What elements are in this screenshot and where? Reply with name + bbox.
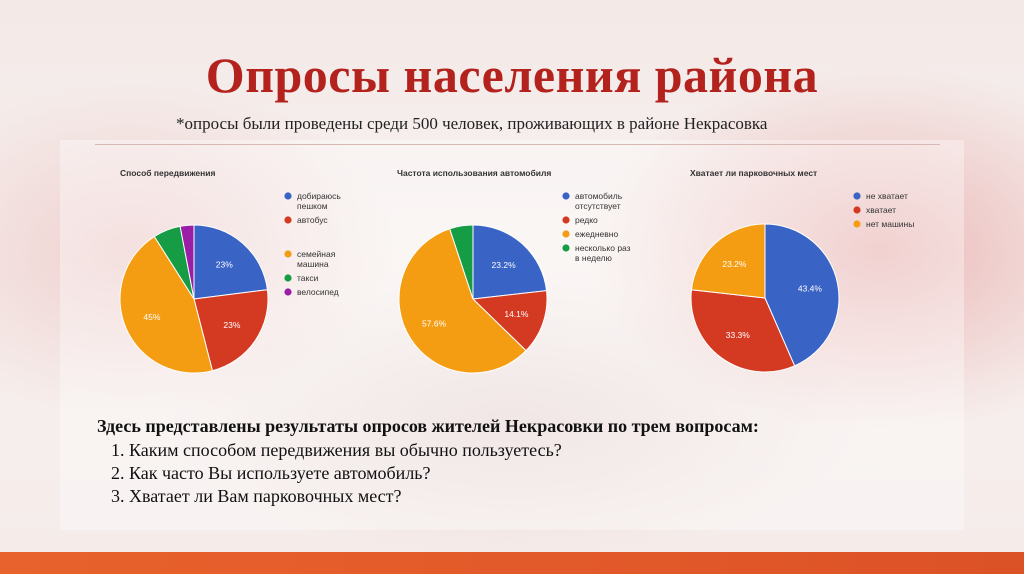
legend-marker	[284, 216, 292, 224]
question-item: Каким способом передвижения вы обычно по…	[129, 439, 977, 462]
legend-marker	[562, 230, 570, 238]
chart-title: Хватает ли парковочных мест	[690, 168, 817, 178]
divider	[95, 144, 940, 145]
pie-slice	[449, 224, 474, 300]
legend-marker	[562, 244, 570, 252]
legend-label: хватает	[866, 205, 896, 215]
pie-slice	[179, 224, 195, 300]
legend-label: семейная	[297, 249, 336, 259]
legend-marker	[284, 288, 292, 296]
pie-slice	[471, 290, 548, 352]
legend-label: нет машины	[866, 219, 914, 229]
legend-marker	[284, 192, 292, 200]
pie-chart-3: Хватает ли парковочных мест 43.4% 33.3% 23.…	[690, 168, 914, 373]
slice-label: 14.1%	[504, 309, 529, 319]
legend-marker	[853, 192, 861, 200]
slice-label: 33.3%	[726, 330, 751, 340]
pie-slice	[472, 224, 548, 300]
slice-label: 23%	[216, 260, 233, 270]
legend-label: автобус	[297, 215, 328, 225]
legend-label: пешком	[297, 201, 328, 211]
bottom-accent-bar	[0, 552, 1024, 574]
slice-label: 45%	[143, 312, 160, 322]
legend-marker	[284, 250, 292, 258]
legend-marker	[284, 274, 292, 282]
pie-slice	[193, 224, 268, 300]
slice-label: 43.4%	[798, 284, 823, 294]
legend-label: велосипед	[297, 287, 339, 297]
pie-chart-1: Способ передвижения 23% 23% 45% добираюсьпеш…	[119, 168, 341, 374]
legend-label: добираюсь	[297, 191, 341, 201]
slide-title: Опросы населения района	[205, 47, 819, 103]
legend-marker	[562, 216, 570, 224]
slice-label: 23.2%	[722, 259, 747, 269]
legend-label: такси	[297, 273, 319, 283]
slice-label: 23%	[223, 320, 240, 330]
legend-label: автомобиль	[575, 191, 623, 201]
pie-slice	[690, 289, 796, 373]
legend-label: в неделю	[575, 253, 612, 263]
legend-label: машина	[297, 259, 329, 269]
description-heading: Здесь представлены результаты опросов жи…	[97, 416, 759, 436]
slice-label: 23.2%	[492, 260, 517, 270]
question-item: Хватает ли Вам парковочных мест?	[129, 485, 977, 508]
pie-slice	[690, 223, 766, 299]
legend-label: несколько раз	[575, 243, 631, 253]
slice-label: 57.6%	[422, 318, 447, 328]
legend-label: не хватает	[866, 191, 908, 201]
survey-description: Здесь представлены результаты опросов жи…	[97, 416, 977, 508]
legend-marker	[853, 220, 861, 228]
pie-slice	[119, 235, 214, 374]
chart-title: Способ передвижения	[120, 168, 216, 178]
pie-slice	[398, 228, 527, 374]
legend-marker	[562, 192, 570, 200]
question-item: Как часто Вы используете автомобиль?	[129, 462, 977, 485]
legend-label: ежедневно	[575, 229, 618, 239]
pie-slice	[193, 289, 269, 372]
pie-slice	[764, 223, 840, 367]
legend-label: отсутствует	[575, 201, 621, 211]
slide-subtitle: *опросы были проведены среди 500 человек…	[176, 114, 768, 133]
legend-marker	[853, 206, 861, 214]
pie-chart-2: Частота использования автомобиля 23.2% 14.…	[397, 168, 631, 374]
chart-title: Частота использования автомобиля	[397, 168, 551, 178]
legend-label: редко	[575, 215, 598, 225]
question-list: Каким способом передвижения вы обычно по…	[97, 439, 977, 508]
